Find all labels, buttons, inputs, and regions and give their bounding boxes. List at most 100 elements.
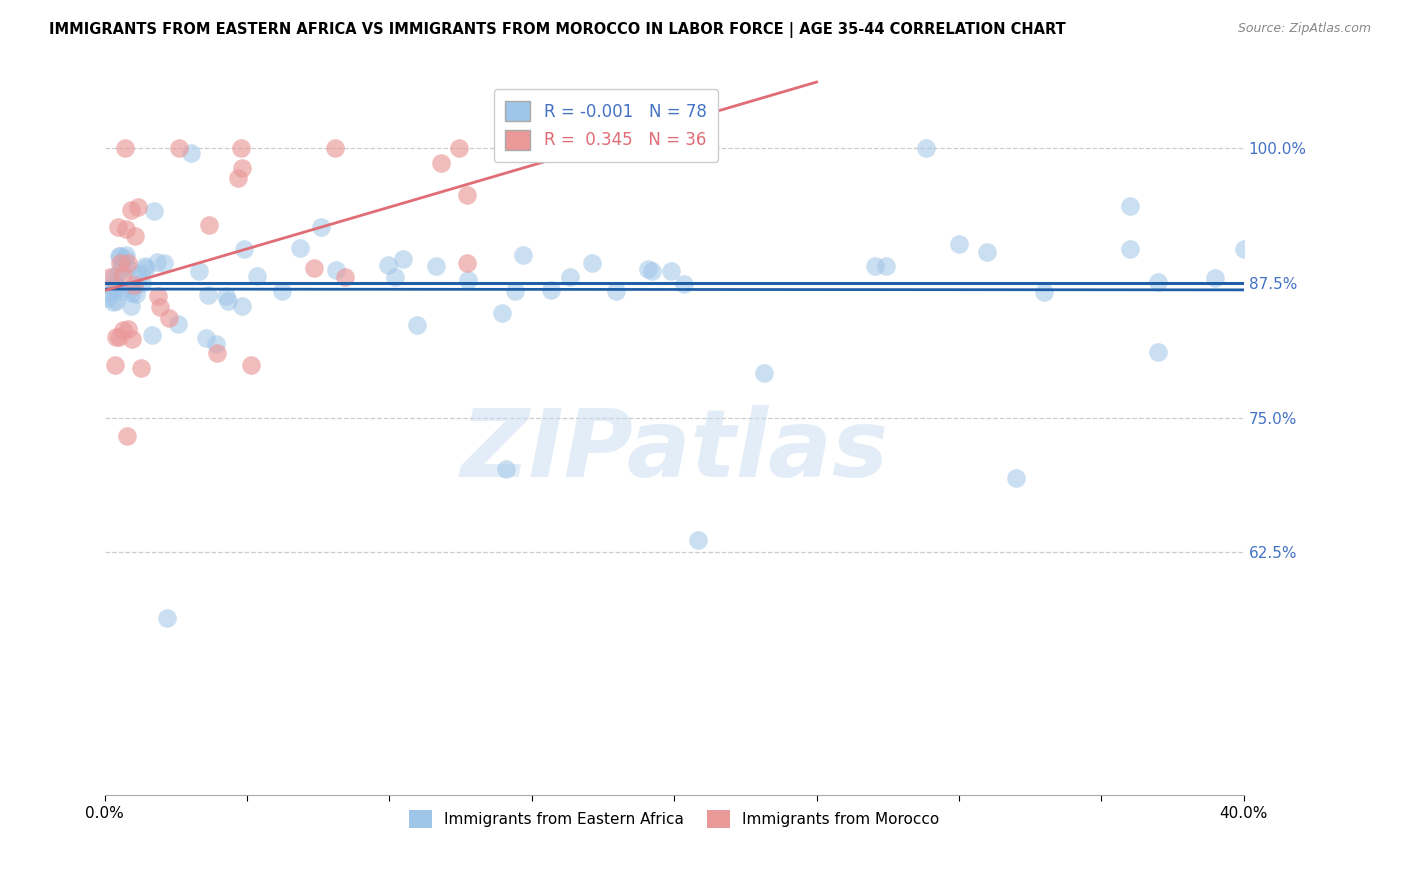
Point (146, 289, 169, 303)
Point (107, 220, 129, 235)
Point (131, 277, 153, 291)
Point (111, 256, 134, 270)
Point (333, 270, 356, 285)
Point (976, 244, 998, 259)
Point (197, 219, 219, 233)
Point (288, 241, 311, 255)
Point (117, 429, 139, 443)
Point (135, 261, 157, 276)
Text: IMMIGRANTS FROM EASTERN AFRICA VS IMMIGRANTS FROM MOROCCO IN LABOR FORCE | AGE 3: IMMIGRANTS FROM EASTERN AFRICA VS IMMIGR… (49, 22, 1066, 38)
Point (121, 285, 143, 300)
Point (495, 462, 517, 476)
Point (187, 264, 209, 278)
Point (1233, 242, 1256, 256)
Point (117, 260, 139, 275)
Point (641, 264, 664, 278)
Text: Source: ZipAtlas.com: Source: ZipAtlas.com (1237, 22, 1371, 36)
Point (673, 277, 696, 292)
Point (141, 327, 163, 342)
Point (125, 287, 148, 301)
Point (153, 256, 176, 270)
Point (146, 254, 169, 268)
Point (425, 260, 447, 274)
Point (156, 611, 179, 625)
Point (457, 273, 479, 287)
Point (180, 146, 202, 161)
Point (217, 293, 239, 308)
Point (384, 270, 406, 285)
Point (239, 358, 262, 372)
Point (108, 249, 131, 263)
Point (100, 270, 122, 285)
Point (406, 318, 429, 332)
Point (752, 366, 775, 380)
Point (101, 295, 124, 310)
Point (447, 140, 470, 154)
Point (512, 248, 534, 262)
Point (391, 252, 413, 266)
Point (558, 270, 581, 285)
Point (232, 242, 254, 256)
Point (1119, 242, 1142, 256)
Point (214, 289, 236, 303)
Point (112, 323, 135, 337)
Point (229, 140, 252, 154)
Point (103, 284, 125, 298)
Point (121, 332, 143, 346)
Point (195, 331, 218, 345)
Point (120, 299, 142, 313)
Point (114, 221, 136, 235)
Point (114, 140, 136, 154)
Point (456, 256, 478, 270)
Point (231, 299, 253, 313)
Point (121, 282, 143, 296)
Point (103, 269, 125, 284)
Point (114, 247, 136, 261)
Point (108, 249, 131, 263)
Point (157, 311, 180, 326)
Point (117, 256, 139, 270)
Point (114, 251, 136, 265)
Point (104, 275, 127, 289)
Point (875, 259, 897, 273)
Point (125, 267, 148, 281)
Point (131, 361, 153, 376)
Point (1204, 270, 1226, 285)
Legend: Immigrants from Eastern Africa, Immigrants from Morocco: Immigrants from Eastern Africa, Immigran… (404, 804, 945, 834)
Point (104, 293, 127, 308)
Point (167, 140, 190, 154)
Point (323, 140, 346, 154)
Point (581, 255, 603, 269)
Point (377, 258, 399, 272)
Point (309, 220, 332, 235)
Point (659, 264, 682, 278)
Point (205, 346, 228, 360)
Text: ZIPatlas: ZIPatlas (460, 405, 889, 497)
Point (1005, 471, 1028, 485)
Point (134, 260, 156, 274)
Point (246, 269, 269, 284)
Point (166, 317, 188, 331)
Point (204, 337, 226, 351)
Point (226, 170, 249, 185)
Point (104, 281, 127, 295)
Point (108, 330, 131, 344)
Point (97, 291, 120, 305)
Point (129, 267, 152, 281)
Point (1033, 285, 1056, 299)
Point (540, 283, 562, 297)
Point (863, 259, 886, 273)
Point (270, 284, 292, 298)
Point (108, 265, 131, 279)
Point (637, 261, 659, 276)
Point (149, 300, 172, 314)
Point (111, 268, 134, 283)
Point (503, 284, 526, 298)
Point (124, 229, 146, 244)
Point (1147, 276, 1170, 290)
Point (231, 161, 253, 175)
Point (104, 358, 127, 372)
Point (120, 203, 142, 218)
Point (302, 260, 325, 275)
Point (430, 155, 453, 169)
